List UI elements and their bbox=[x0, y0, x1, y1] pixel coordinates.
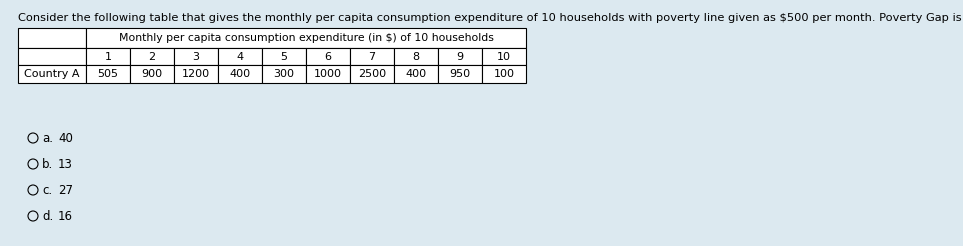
Bar bbox=[86, 28, 526, 48]
Text: 4: 4 bbox=[237, 51, 244, 62]
Text: 100: 100 bbox=[493, 69, 514, 79]
Text: 900: 900 bbox=[142, 69, 163, 79]
Bar bbox=[262, 48, 306, 65]
Text: c.: c. bbox=[42, 184, 52, 197]
Text: a.: a. bbox=[42, 132, 53, 144]
Bar bbox=[218, 65, 262, 83]
Text: 5: 5 bbox=[280, 51, 288, 62]
Bar bbox=[438, 65, 482, 83]
Text: 300: 300 bbox=[273, 69, 295, 79]
Text: 7: 7 bbox=[369, 51, 376, 62]
Bar bbox=[306, 65, 350, 83]
Text: Monthly per capita consumption expenditure (in $) of 10 households: Monthly per capita consumption expenditu… bbox=[118, 33, 493, 43]
Text: Consider the following table that gives the monthly per capita consumption expen: Consider the following table that gives … bbox=[18, 12, 963, 23]
Bar bbox=[350, 48, 394, 65]
Bar bbox=[306, 48, 350, 65]
Bar bbox=[18, 28, 526, 83]
Text: 2500: 2500 bbox=[358, 69, 386, 79]
Bar bbox=[350, 65, 394, 83]
Text: 10: 10 bbox=[497, 51, 511, 62]
Text: 3: 3 bbox=[193, 51, 199, 62]
Text: d.: d. bbox=[42, 210, 53, 222]
Text: 40: 40 bbox=[58, 132, 73, 144]
Bar bbox=[18, 48, 86, 65]
Bar bbox=[18, 65, 86, 83]
Text: Country A: Country A bbox=[24, 69, 80, 79]
Bar bbox=[394, 65, 438, 83]
Text: 505: 505 bbox=[97, 69, 118, 79]
Bar bbox=[438, 48, 482, 65]
Text: 13: 13 bbox=[58, 157, 73, 170]
Text: 9: 9 bbox=[456, 51, 463, 62]
Text: 1200: 1200 bbox=[182, 69, 210, 79]
Text: 27: 27 bbox=[58, 184, 73, 197]
Text: 2: 2 bbox=[148, 51, 156, 62]
Text: 16: 16 bbox=[58, 210, 73, 222]
Text: 1000: 1000 bbox=[314, 69, 342, 79]
Text: 950: 950 bbox=[450, 69, 471, 79]
Text: 1: 1 bbox=[105, 51, 112, 62]
Text: 6: 6 bbox=[325, 51, 331, 62]
Text: 8: 8 bbox=[412, 51, 420, 62]
Bar bbox=[482, 65, 526, 83]
Bar bbox=[482, 48, 526, 65]
Bar bbox=[86, 48, 130, 65]
Bar bbox=[262, 65, 306, 83]
Text: 400: 400 bbox=[229, 69, 250, 79]
Bar bbox=[174, 48, 218, 65]
Bar bbox=[130, 48, 174, 65]
Bar bbox=[394, 48, 438, 65]
Bar bbox=[218, 48, 262, 65]
Bar bbox=[18, 28, 86, 48]
Bar bbox=[130, 65, 174, 83]
Bar bbox=[174, 65, 218, 83]
Text: 400: 400 bbox=[405, 69, 427, 79]
Bar bbox=[86, 65, 130, 83]
Text: b.: b. bbox=[42, 157, 53, 170]
